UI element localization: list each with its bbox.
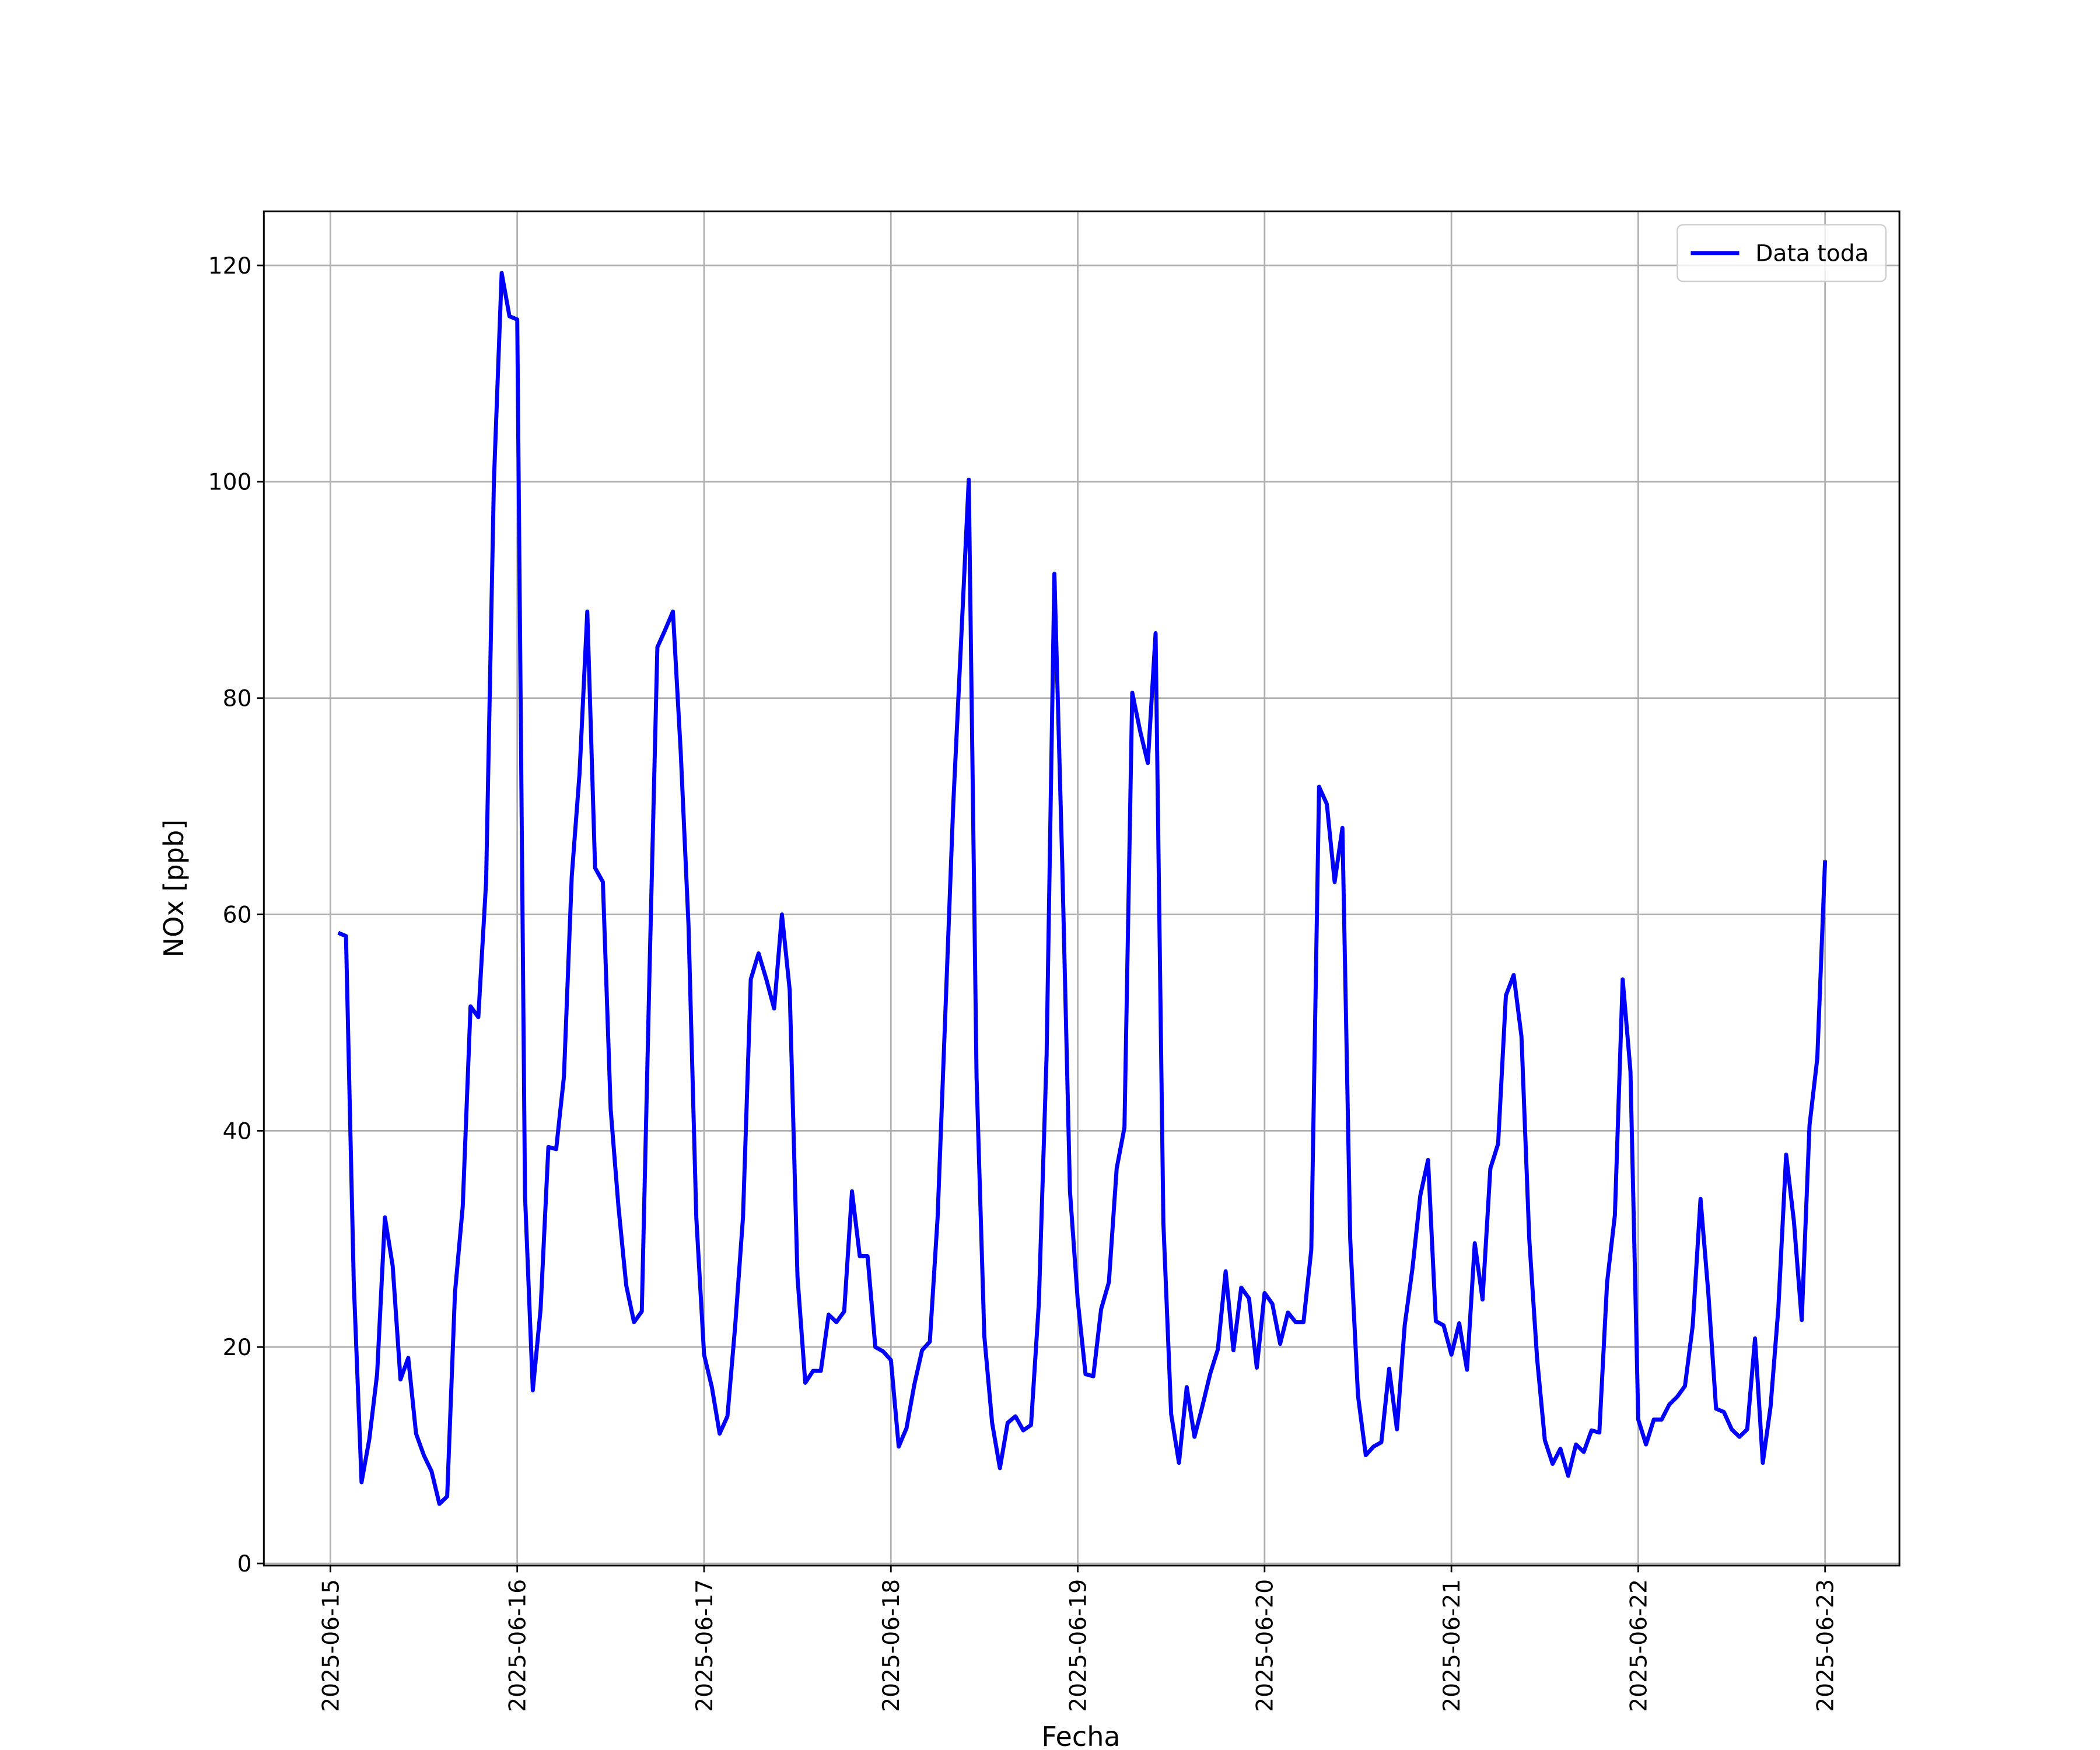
plot-frame: [262, 210, 1901, 1567]
x-tick-label: 2025-06-15: [318, 1579, 344, 1712]
y-tick-label: 20: [223, 1335, 252, 1361]
y-tick-label: 80: [223, 686, 252, 712]
y-tick-label: 60: [223, 902, 252, 928]
x-tick-label: 2025-06-20: [1252, 1579, 1279, 1712]
data-line: [337, 271, 1828, 1506]
x-tick-label: 2025-06-17: [692, 1579, 718, 1712]
legend-box: [1676, 224, 1887, 282]
x-tick-label: 2025-06-18: [878, 1579, 905, 1712]
y-tick-label: 100: [208, 470, 252, 496]
legend: Data toda: [1676, 224, 1887, 282]
y-tick-label: 120: [208, 253, 252, 279]
x-tick-label: 2025-06-21: [1439, 1579, 1465, 1712]
y-tick-label: 0: [237, 1551, 252, 1577]
y-tick-label: 40: [223, 1118, 252, 1144]
y-axis-label: NOx [ppb]: [158, 820, 190, 958]
x-tick-label: 2025-06-19: [1065, 1579, 1091, 1712]
x-axis-label: Fecha: [1041, 1721, 1120, 1750]
legend-label: Data toda: [1755, 241, 1868, 267]
x-tick-label: 2025-06-16: [505, 1579, 531, 1712]
x-tick-label: 2025-06-22: [1626, 1579, 1652, 1712]
x-tick-label: 2025-06-23: [1813, 1579, 1839, 1712]
